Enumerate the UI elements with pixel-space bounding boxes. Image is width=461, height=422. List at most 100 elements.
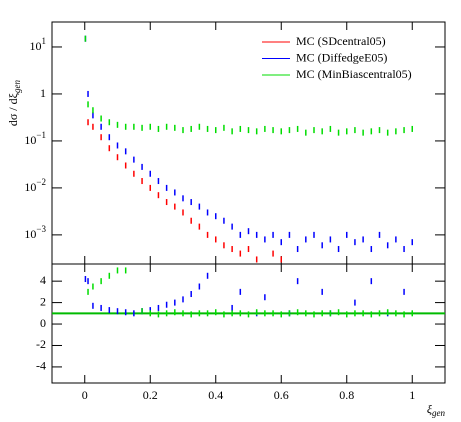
x-tick-label: 1 (409, 388, 415, 402)
data-point (157, 311, 160, 318)
tick-exponent: 1 (42, 36, 47, 46)
y-tick-label: 1 (40, 86, 46, 100)
data-point (231, 128, 233, 135)
data-point (378, 310, 381, 317)
data-point (198, 203, 201, 210)
data-point (247, 228, 250, 235)
data-point (296, 278, 299, 285)
data-point (313, 311, 315, 318)
data-point (206, 272, 209, 279)
data-point (231, 246, 233, 253)
legend-label: MC (SDcentral05) (296, 34, 386, 48)
x-tick-label: 0.6 (274, 388, 289, 402)
data-point (174, 189, 176, 196)
data-point (296, 246, 299, 253)
y-tick-label: 2 (40, 294, 46, 308)
y-tick-label: 101 (30, 36, 47, 53)
y-tick-label: 4 (40, 273, 46, 287)
data-point (354, 127, 356, 134)
plot-frame (51, 263, 446, 384)
data-point (403, 288, 405, 295)
data-point (84, 35, 87, 42)
data-point (403, 311, 405, 318)
data-point (346, 311, 348, 318)
data-point (239, 310, 242, 317)
data-point (386, 309, 389, 316)
data-point (354, 299, 356, 306)
data-point (141, 124, 143, 131)
data-point (239, 231, 242, 238)
data-point (313, 231, 315, 238)
data-point (182, 296, 184, 303)
data-point (305, 236, 307, 243)
data-point (329, 236, 332, 243)
data-point (411, 125, 413, 132)
data-point (198, 283, 201, 290)
data-point (346, 128, 348, 135)
data-point (100, 123, 102, 130)
data-point (149, 310, 151, 317)
data-point (362, 129, 364, 136)
data-point (239, 288, 242, 295)
data-point (149, 307, 151, 314)
label-sub: gen (432, 408, 445, 418)
tick-base: 10 (30, 39, 42, 53)
label-main: dσ / dξ (6, 92, 20, 126)
data-point (403, 127, 405, 134)
data-point (165, 199, 168, 206)
data-point (395, 236, 397, 243)
data-point (141, 178, 143, 185)
data-point (280, 311, 282, 318)
y-tick-label: 0 (40, 316, 46, 330)
data-point (92, 112, 94, 119)
legend-label: MC (MinBiascentral05) (296, 67, 412, 81)
data-point (116, 121, 119, 128)
data-point (223, 124, 225, 131)
data-point (231, 223, 233, 230)
data-point (215, 309, 217, 316)
data-point (395, 128, 397, 135)
data-point (165, 301, 168, 308)
data-point (329, 310, 332, 317)
data-point (239, 125, 242, 132)
data-point (124, 309, 127, 316)
data-point (92, 107, 94, 114)
data-point (264, 236, 266, 243)
data-point (174, 309, 176, 316)
data-point (272, 231, 274, 238)
data-point (87, 278, 89, 285)
data-point (174, 203, 176, 210)
data-point (288, 231, 291, 238)
data-point (182, 195, 184, 202)
y-tick-label: -2 (36, 337, 46, 351)
legend-label: MC (DiffedgeE05) (296, 50, 387, 64)
data-point (198, 123, 201, 130)
data-point (100, 304, 102, 311)
data-point (182, 209, 184, 216)
data-point (206, 209, 209, 216)
data-point (231, 310, 233, 317)
data-point (108, 145, 111, 152)
tick-base: 1 (40, 86, 46, 100)
data-point (255, 128, 258, 135)
y-tick-label: 10−3 (24, 224, 46, 241)
tick-base: 10 (24, 227, 36, 241)
data-point (296, 125, 299, 132)
data-point (329, 125, 332, 132)
data-point (280, 239, 282, 246)
data-point (280, 256, 282, 263)
data-point (362, 236, 364, 243)
data-point (395, 310, 397, 317)
label-main: ξ (427, 402, 433, 416)
data-point (87, 288, 89, 295)
data-point (255, 256, 258, 263)
data-point (411, 239, 413, 246)
data-point (321, 242, 323, 249)
y-tick-label: 10−1 (24, 130, 46, 147)
data-point (354, 239, 356, 246)
data-point (247, 246, 250, 253)
data-point (337, 129, 340, 136)
data-point (313, 127, 315, 134)
data-point (215, 236, 217, 243)
